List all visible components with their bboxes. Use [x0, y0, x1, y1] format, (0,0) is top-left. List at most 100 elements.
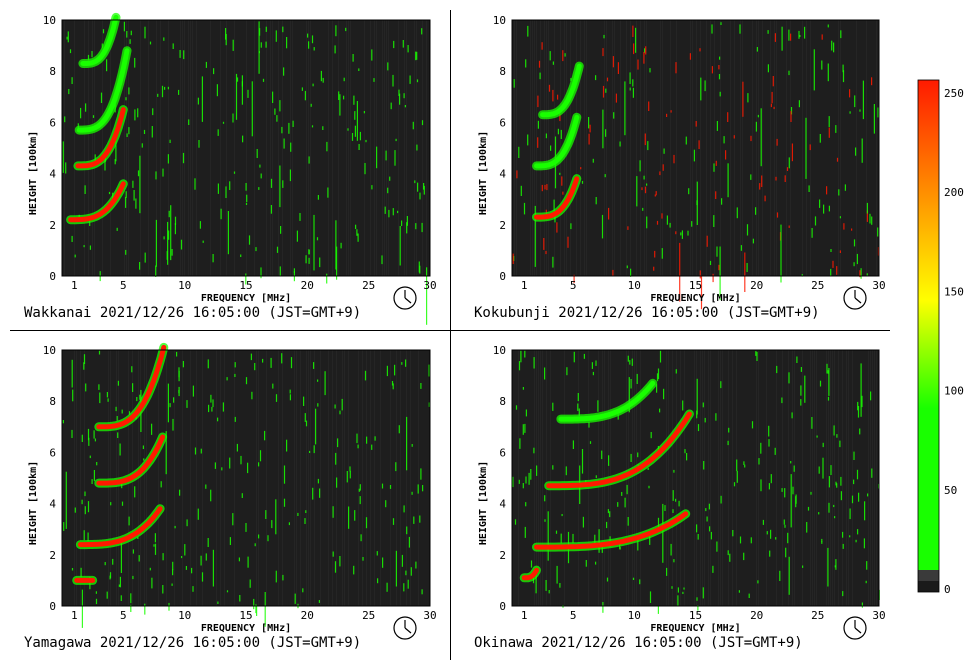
noise-streak	[644, 48, 646, 53]
noise-column	[370, 350, 371, 606]
noise-streak	[740, 245, 742, 251]
noise-column	[534, 350, 535, 606]
noise-streak	[541, 184, 543, 192]
noise-streak	[770, 529, 772, 539]
noise-streak	[811, 228, 813, 238]
noise-streak	[859, 109, 861, 112]
noise-streak	[339, 410, 341, 415]
x-tick-label: 25	[362, 609, 375, 622]
noise-streak	[326, 141, 328, 152]
noise-streak	[602, 48, 604, 57]
noise-streak	[606, 77, 609, 82]
trace-e	[534, 176, 580, 220]
noise-streak	[716, 121, 718, 131]
noise-streak	[335, 452, 337, 465]
noise-streak	[559, 172, 561, 175]
noise-streak	[210, 489, 212, 502]
y-tick-label: 10	[43, 14, 56, 27]
noise-streak	[661, 248, 663, 259]
noise-streak	[624, 497, 626, 508]
noise-streak	[675, 498, 677, 502]
noise-streak	[93, 430, 95, 439]
noise-streak	[242, 135, 244, 143]
noise-streak	[387, 62, 389, 71]
noise-streak	[385, 150, 387, 161]
noise-column	[306, 350, 307, 606]
trace-f-echo	[96, 344, 167, 430]
noise-streak	[260, 267, 262, 279]
noise-streak	[842, 531, 844, 538]
noise-column	[88, 20, 89, 276]
noise-column	[774, 20, 775, 276]
noise-streak	[412, 121, 414, 130]
noise-streak	[181, 556, 183, 559]
noise-streak	[861, 395, 863, 408]
noise-streak	[567, 236, 569, 248]
noise-column	[190, 20, 191, 276]
noise-streak	[530, 560, 533, 568]
noise-streak	[739, 24, 741, 34]
noise-streak	[356, 101, 358, 141]
noise-streak	[853, 239, 856, 247]
noise-column	[634, 350, 635, 606]
interference-noise	[62, 350, 430, 628]
noise-streak	[332, 551, 334, 557]
noise-streak	[216, 84, 218, 97]
noise-streak	[275, 570, 277, 583]
noise-column	[348, 20, 349, 276]
noise-column	[536, 350, 537, 606]
noise-column	[202, 350, 203, 606]
noise-column	[258, 350, 259, 606]
noise-streak	[835, 559, 837, 570]
noise-streak	[225, 34, 227, 46]
noise-streak	[164, 86, 166, 90]
noise-streak	[664, 505, 666, 511]
noise-streak	[91, 479, 93, 484]
noise-streak	[151, 577, 153, 589]
x-axis-label: FREQUENCY [MHz]	[201, 623, 291, 634]
noise-streak	[643, 175, 645, 180]
noise-streak	[62, 141, 64, 173]
noise-column	[332, 350, 333, 606]
noise-streak	[696, 524, 698, 533]
noise-streak	[389, 176, 391, 181]
x-tick-label: 5	[570, 279, 577, 292]
noise-streak	[675, 231, 677, 235]
noise-column	[646, 20, 647, 276]
noise-streak	[246, 194, 248, 203]
clock-icon	[843, 616, 867, 640]
noise-column	[254, 20, 255, 276]
noise-streak	[270, 205, 272, 214]
noise-streak	[80, 567, 82, 578]
noise-column	[756, 350, 757, 606]
noise-streak	[89, 455, 91, 459]
noise-streak	[659, 408, 661, 413]
noise-streak	[760, 442, 762, 454]
noise-streak	[282, 574, 284, 581]
noise-streak	[755, 121, 757, 132]
noise-streak	[401, 220, 403, 226]
noise-streak	[154, 533, 156, 543]
noise-column	[182, 350, 183, 606]
noise-streak	[160, 481, 162, 488]
noise-streak	[821, 538, 823, 543]
noise-streak	[346, 471, 348, 483]
noise-streak	[327, 187, 329, 198]
noise-column	[396, 350, 397, 606]
noise-streak	[685, 136, 687, 145]
noise-streak	[313, 47, 315, 51]
noise-streak	[644, 186, 647, 194]
noise-streak	[645, 46, 647, 55]
noise-streak	[564, 53, 566, 57]
noise-streak	[93, 470, 95, 482]
noise-streak	[125, 196, 127, 208]
noise-streak	[566, 367, 568, 376]
noise-streak	[806, 522, 808, 533]
noise-streak	[663, 388, 665, 400]
noise-streak	[758, 458, 760, 465]
noise-streak	[736, 459, 738, 472]
noise-streak	[738, 590, 740, 593]
noise-column	[736, 350, 737, 606]
noise-streak	[359, 496, 361, 505]
